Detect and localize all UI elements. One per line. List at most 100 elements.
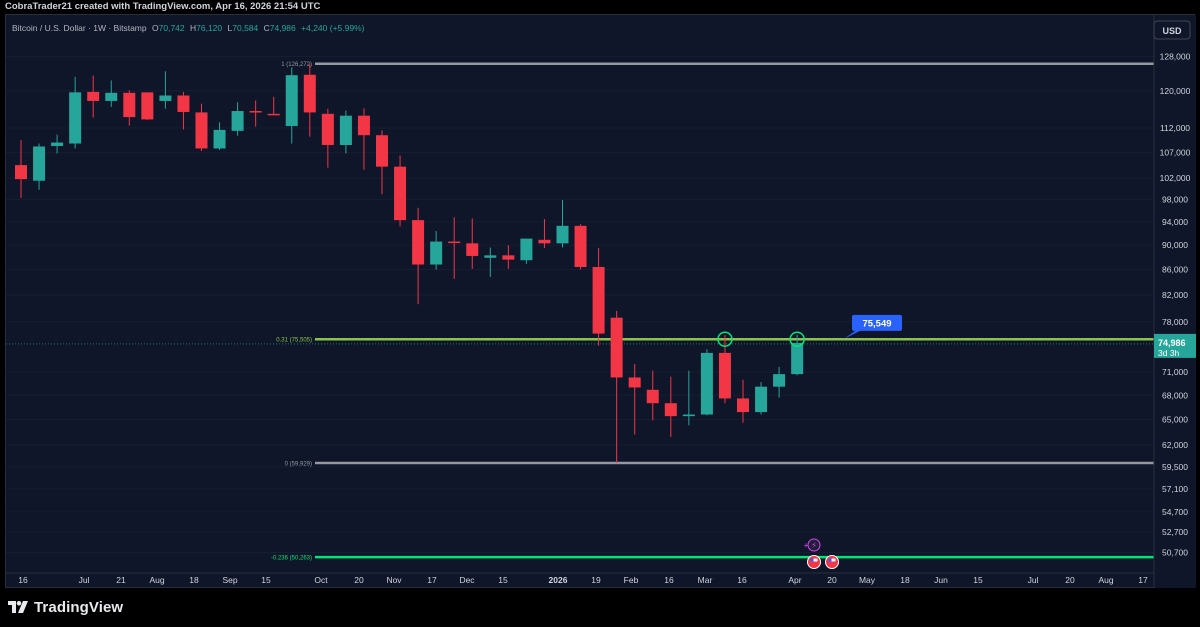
time-tick-label: 15 xyxy=(498,575,508,585)
candle[interactable] xyxy=(123,90,136,126)
price-tick-label: 54,700 xyxy=(1162,507,1188,517)
attribution-bar: CobraTrader21 created with TradingView.c… xyxy=(0,0,1200,14)
fib-level-label: 0 (59,929) xyxy=(285,461,312,467)
candle[interactable] xyxy=(303,63,316,137)
plus-glyph: + xyxy=(804,541,809,550)
candle[interactable] xyxy=(556,200,569,248)
price-tick-label: 112,000 xyxy=(1160,123,1190,133)
symbol-legend: Bitcoin / U.S. Dollar · 1W · Bitstamp O7… xyxy=(12,23,365,33)
open-label: O xyxy=(152,23,159,33)
fibonacci-retracement[interactable]: 1 (126,272) 0.31 (75,505) 0 (59,929) -0.236… xyxy=(271,62,1154,562)
event-icons[interactable]: ⚡+ xyxy=(804,538,839,569)
open-value: 70,742 xyxy=(159,23,185,33)
candle-body xyxy=(339,115,352,145)
candle[interactable] xyxy=(664,376,677,438)
candle-body xyxy=(267,113,280,116)
time-tick-label: 18 xyxy=(900,575,910,585)
candle[interactable] xyxy=(339,110,352,154)
candle[interactable] xyxy=(195,103,208,151)
candle[interactable] xyxy=(700,349,713,416)
candle[interactable] xyxy=(430,231,443,270)
candle[interactable] xyxy=(33,143,46,190)
candle[interactable] xyxy=(394,155,407,227)
candle-body xyxy=(159,95,172,101)
candle[interactable] xyxy=(159,71,172,109)
candle[interactable] xyxy=(69,76,82,149)
candle[interactable] xyxy=(448,217,461,279)
price-tick-label: 50,700 xyxy=(1162,548,1188,558)
candle[interactable] xyxy=(141,92,154,120)
time-tick-label: Aug xyxy=(1098,575,1113,585)
candle[interactable] xyxy=(15,140,27,198)
price-callout[interactable]: 75,549 xyxy=(844,314,902,339)
candle-body xyxy=(682,414,695,417)
candle[interactable] xyxy=(357,108,370,170)
price-tick-label: 102,000 xyxy=(1160,173,1191,183)
candle[interactable] xyxy=(574,224,587,270)
time-tick-label: Feb xyxy=(624,575,639,585)
time-tick-label: 20 xyxy=(1065,575,1075,585)
close-value: 74,986 xyxy=(270,23,296,33)
candle[interactable] xyxy=(502,245,515,269)
price-tick-label: 71,000 xyxy=(1162,367,1188,377)
candle[interactable] xyxy=(51,134,64,154)
candle[interactable] xyxy=(682,370,695,426)
candle-body xyxy=(213,129,226,149)
candle[interactable] xyxy=(267,96,280,116)
current-price-countdown: 3d 3h xyxy=(1158,348,1180,358)
candle[interactable] xyxy=(646,370,659,421)
candle-body xyxy=(141,92,154,120)
candle[interactable] xyxy=(628,363,641,435)
candle-body xyxy=(466,243,479,256)
candle-body xyxy=(430,241,443,265)
candle[interactable] xyxy=(321,108,334,168)
flag-event-icon xyxy=(807,555,821,569)
candle[interactable] xyxy=(376,130,388,195)
candle[interactable] xyxy=(177,91,190,130)
candle-body xyxy=(123,92,136,118)
price-tick-label: 68,000 xyxy=(1162,390,1188,400)
candle[interactable] xyxy=(412,207,425,305)
change-value: +4,240 (+5.99%) xyxy=(301,23,364,33)
candle[interactable] xyxy=(213,122,226,150)
candle[interactable] xyxy=(610,310,623,463)
candle[interactable] xyxy=(538,218,551,249)
candle[interactable] xyxy=(105,80,118,107)
bolt-event-icon xyxy=(807,538,821,552)
candle[interactable] xyxy=(231,102,244,136)
candle-body xyxy=(231,111,244,131)
candle[interactable] xyxy=(791,334,804,376)
chart-frame[interactable]: 1 (126,272) 0.31 (75,505) 0 (59,929) -0.236… xyxy=(5,14,1196,589)
currency-button[interactable]: USD xyxy=(1153,20,1191,40)
candle[interactable] xyxy=(87,75,100,118)
candle-body xyxy=(321,113,334,145)
time-tick-label: 18 xyxy=(189,575,199,585)
candle[interactable] xyxy=(285,67,298,144)
candle[interactable] xyxy=(484,247,497,278)
time-tick-label: 16 xyxy=(18,575,28,585)
fib-level-label: -0.236 (50,263) xyxy=(271,556,312,562)
price-chart[interactable]: 1 (126,272) 0.31 (75,505) 0 (59,929) -0.236… xyxy=(6,15,1196,589)
high-label: H xyxy=(190,23,196,33)
time-tick-label: Aug xyxy=(149,575,164,585)
price-tick-label: 52,700 xyxy=(1162,527,1188,537)
candle-body xyxy=(502,255,515,260)
candle[interactable] xyxy=(466,218,479,269)
candle[interactable] xyxy=(737,379,749,423)
price-tick-label: 78,000 xyxy=(1162,317,1188,327)
candle-body xyxy=(718,352,731,399)
candle[interactable] xyxy=(755,382,768,415)
candle-body xyxy=(51,142,64,146)
candle[interactable] xyxy=(592,248,605,346)
candle[interactable] xyxy=(249,100,262,127)
time-axis[interactable]: 16 Jul 21 Aug 18 Sep 15 Oct 20 Nov 17 Dec 15 2026 19 Fe… xyxy=(6,572,1154,585)
price-axis[interactable]: 128,000 120,000 112,000 107,000 102,000 98,00… xyxy=(1153,15,1196,589)
candle[interactable] xyxy=(520,238,533,264)
time-tick-label: Dec xyxy=(459,575,475,585)
time-tick-label: 21 xyxy=(116,575,126,585)
candle[interactable] xyxy=(773,366,786,398)
touch-marker-circle xyxy=(789,331,805,347)
candle-body xyxy=(520,238,533,261)
candle-body xyxy=(394,166,407,221)
candles[interactable] xyxy=(15,63,804,463)
